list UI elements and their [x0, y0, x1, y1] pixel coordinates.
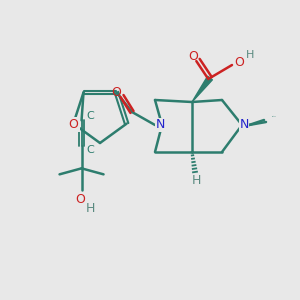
- Text: O: O: [188, 50, 198, 64]
- Text: H: H: [191, 173, 201, 187]
- Text: H: H: [86, 202, 95, 215]
- Polygon shape: [192, 76, 212, 102]
- Text: C: C: [87, 145, 94, 155]
- Text: O: O: [76, 193, 85, 206]
- Text: N: N: [239, 118, 249, 131]
- Text: O: O: [111, 85, 121, 98]
- Text: O: O: [68, 118, 78, 131]
- Text: methyl: methyl: [272, 116, 277, 117]
- Text: N: N: [155, 118, 165, 131]
- Text: O: O: [234, 56, 244, 68]
- Text: C: C: [87, 111, 94, 121]
- Text: H: H: [246, 50, 254, 60]
